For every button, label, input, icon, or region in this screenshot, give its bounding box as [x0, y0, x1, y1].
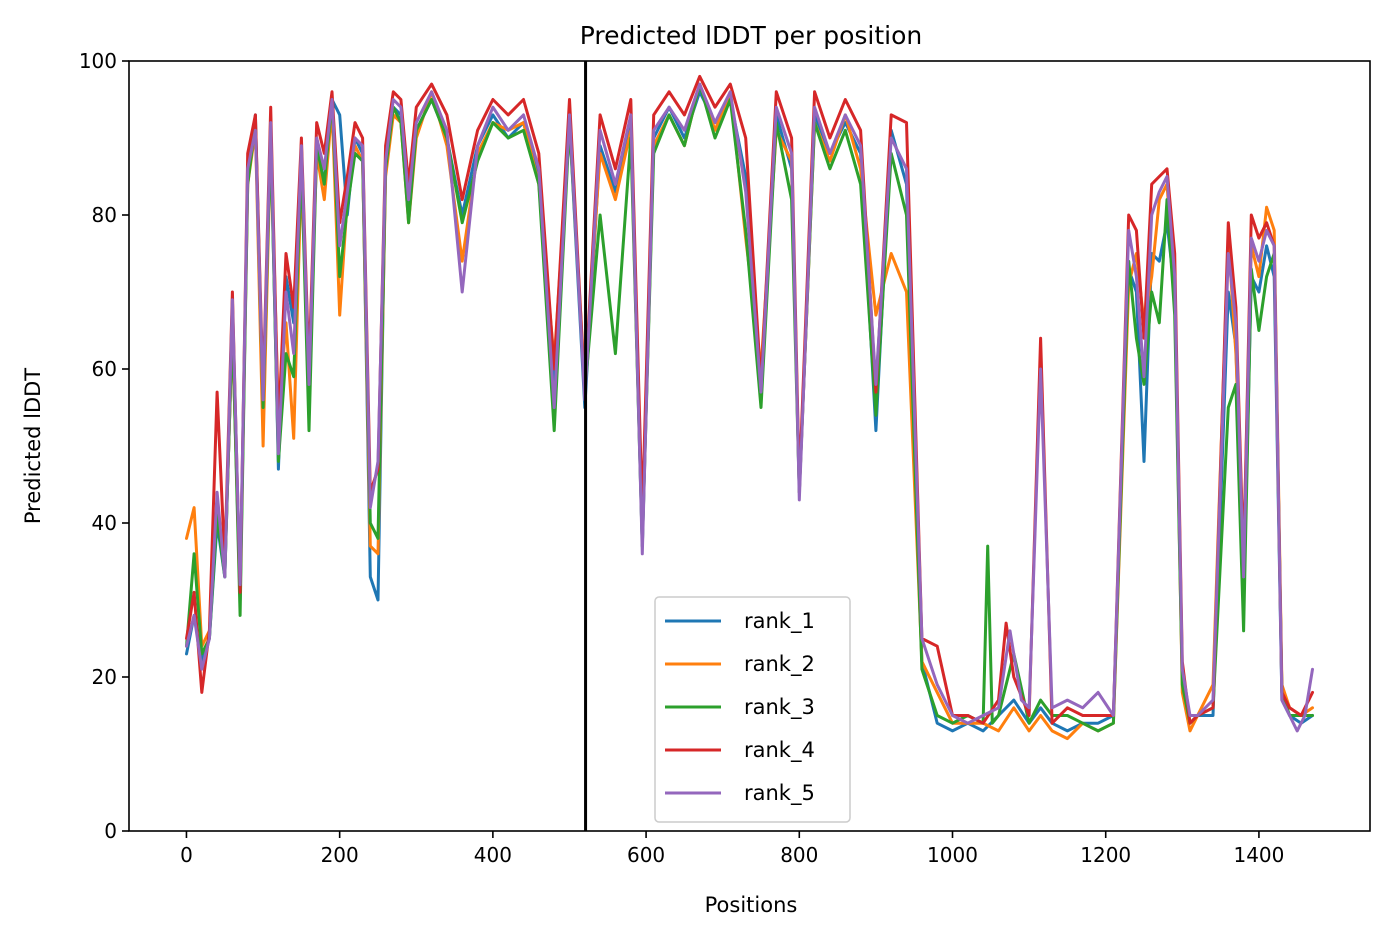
y-tick-label: 80 [92, 203, 117, 227]
y-axis: 0 20 40 60 80 100 [79, 49, 129, 843]
chart-title: Predicted lDDT per position [580, 21, 922, 50]
x-tick-label: 200 [321, 843, 359, 867]
x-tick-label: 1000 [927, 843, 978, 867]
x-tick-label: 1200 [1080, 843, 1131, 867]
legend-box [654, 596, 851, 823]
legend-label: rank_5 [744, 781, 815, 806]
series-layer [185, 74, 1314, 741]
x-tick-label: 1400 [1233, 843, 1284, 867]
legend-label: rank_3 [744, 695, 815, 720]
legend: rank_1 rank_2 rank_3 rank_4 rank_5 [654, 596, 851, 823]
legend-label: rank_1 [744, 609, 815, 634]
x-axis: 0 200 400 600 800 1000 1200 1400 [180, 831, 1284, 867]
y-tick-label: 0 [104, 819, 117, 843]
x-tick-label: 600 [627, 843, 665, 867]
series-line-rank_5 [185, 82, 1314, 733]
x-tick-label: 800 [780, 843, 818, 867]
legend-label: rank_2 [744, 652, 815, 677]
x-axis-title: Positions [705, 893, 798, 917]
x-tick-label: 0 [180, 843, 193, 867]
y-tick-label: 60 [92, 357, 117, 381]
y-tick-label: 100 [79, 49, 117, 73]
plot-frame [128, 60, 1371, 832]
y-tick-label: 20 [92, 665, 117, 689]
y-tick-label: 40 [92, 511, 117, 535]
y-axis-title: Predicted lDDT [21, 368, 45, 524]
x-tick-label: 400 [474, 843, 512, 867]
legend-label: rank_4 [744, 738, 815, 763]
